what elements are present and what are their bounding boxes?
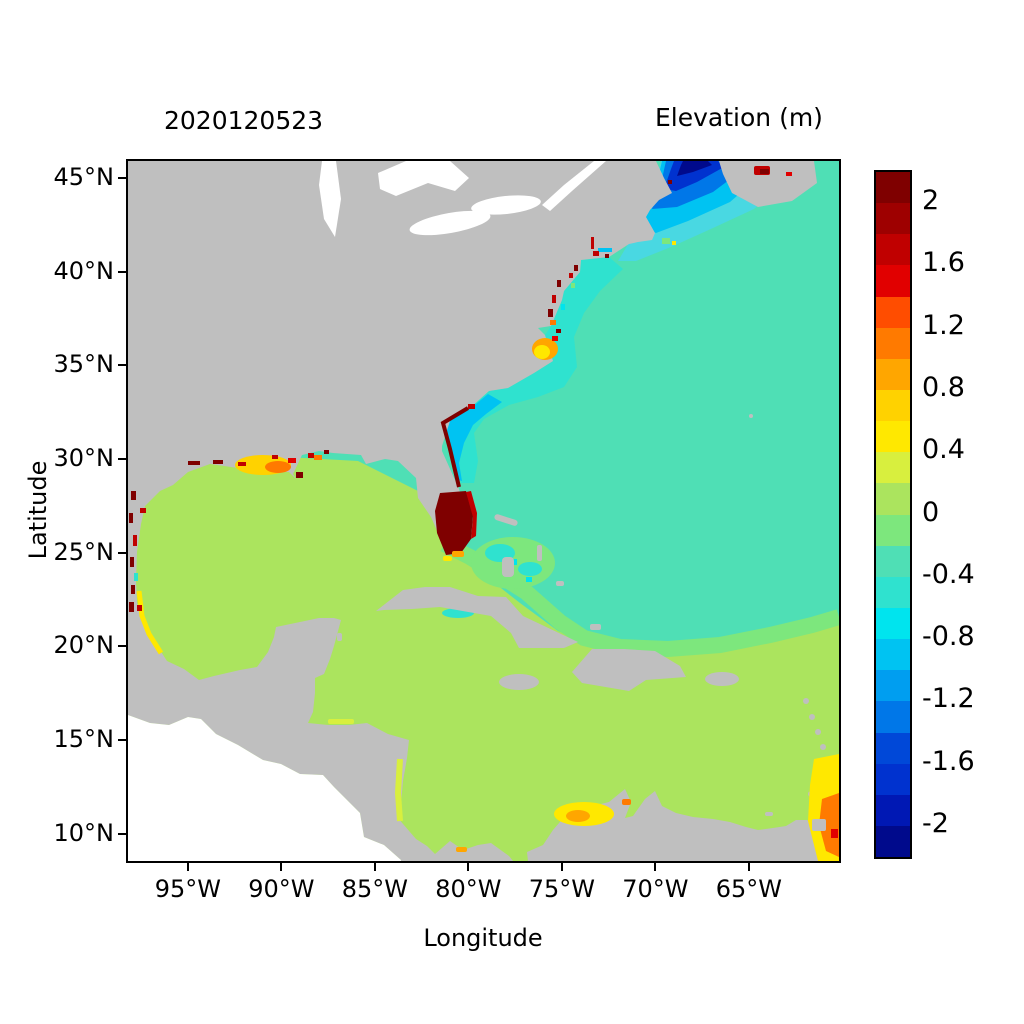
y-tick-label: 20°N — [53, 631, 115, 660]
elevation-map — [128, 161, 839, 861]
colorbar-band — [876, 483, 910, 515]
colorbar-band — [876, 794, 910, 826]
x-tick-label: 95°W — [154, 875, 221, 903]
colorbar-band — [876, 701, 910, 733]
hispaniola — [572, 649, 686, 691]
y-tick-label: 40°N — [53, 256, 115, 285]
anomaly-layer — [129, 166, 839, 861]
chart-title: Elevation (m) — [655, 103, 823, 132]
colorbar-tick-label: 2 — [922, 185, 940, 217]
y-tick-mark — [118, 645, 126, 648]
y-tick-label: 10°N — [53, 818, 115, 847]
bay-of-fundy-deep — [664, 161, 724, 191]
bermuda — [749, 414, 753, 418]
st-lawrence-river — [542, 161, 606, 211]
colorbar-tick-label: -0.8 — [922, 621, 975, 653]
georgia-bight-band — [445, 394, 502, 481]
run-timestamp: 2020120523 — [164, 106, 324, 135]
x-tick-label: 70°W — [622, 875, 689, 903]
grand-bahama — [494, 514, 518, 526]
colorbar-band — [876, 825, 910, 858]
colorbar-tick-label: 0.4 — [922, 434, 965, 466]
y-tick-mark — [118, 176, 126, 179]
colorbar-band — [876, 389, 910, 422]
colorbar-tick-label: -2 — [922, 807, 949, 839]
florida-hotspot — [435, 491, 473, 555]
jamaica — [499, 674, 539, 690]
y-tick-mark — [118, 738, 126, 741]
andros — [502, 557, 514, 577]
colorbar-band — [876, 576, 910, 608]
lake-huron — [378, 161, 469, 196]
east-coast-shelf-band — [443, 257, 623, 483]
colorbar-tick-label: 1.2 — [922, 309, 965, 341]
colorbar-band — [876, 545, 910, 577]
colorbar-band — [876, 763, 910, 795]
bay-of-fundy-core — [677, 161, 712, 176]
x-tick-mark — [280, 863, 283, 871]
y-tick-label: 15°N — [53, 724, 115, 753]
colorbar-bands — [876, 172, 910, 858]
colorbar-band — [876, 670, 910, 702]
cozumel — [337, 633, 342, 641]
lake-ontario — [471, 195, 541, 215]
colorbar-tick-label: 1.6 — [922, 247, 965, 279]
colorbar-band — [876, 234, 910, 266]
x-axis-title: Longitude — [423, 924, 543, 952]
nova-scotia — [719, 161, 817, 207]
lake-erie — [409, 210, 491, 236]
colorbar-band — [876, 172, 910, 204]
colorbar-tick-label: -0.4 — [922, 558, 975, 590]
y-tick-label: 35°N — [53, 350, 115, 379]
colorbar-band — [876, 452, 910, 484]
puerto-rico — [705, 672, 739, 686]
colorbar-band — [876, 203, 910, 235]
y-tick-label: 45°N — [53, 162, 115, 191]
trinidad — [812, 819, 826, 831]
colorbar-band — [876, 732, 910, 764]
x-tick-label: 75°W — [528, 875, 595, 903]
veracruz-coast-strip — [136, 590, 164, 655]
y-tick-label: 25°N — [53, 537, 115, 566]
colorbar-band — [876, 639, 910, 671]
cuba — [376, 587, 578, 648]
x-tick-mark — [747, 863, 750, 871]
y-tick-label: 30°N — [53, 443, 115, 472]
x-tick-label: 80°W — [435, 875, 502, 903]
x-tick-label: 90°W — [248, 875, 315, 903]
colorbar-tick-label: 0 — [922, 496, 940, 528]
y-tick-mark — [118, 457, 126, 460]
x-tick-mark — [467, 863, 470, 871]
x-tick-mark — [654, 863, 657, 871]
colorbar — [874, 170, 912, 859]
colorbar-band — [876, 327, 910, 359]
pacific-out-of-domain — [128, 715, 401, 861]
colorbar-tick-label: -1.2 — [922, 683, 975, 715]
out-of-domain-layer — [128, 161, 606, 861]
colorbar-band — [876, 514, 910, 546]
y-tick-mark — [118, 551, 126, 554]
x-tick-mark — [186, 863, 189, 871]
colorbar-band — [876, 265, 910, 297]
plot-area — [126, 159, 841, 863]
y-tick-mark — [118, 364, 126, 367]
colorbar-band — [876, 358, 910, 390]
y-tick-mark — [118, 270, 126, 273]
y-tick-mark — [118, 832, 126, 835]
colorbar-tick-label: -1.6 — [922, 745, 975, 777]
x-tick-mark — [560, 863, 563, 871]
x-tick-mark — [373, 863, 376, 871]
georgia-coast-strip — [440, 406, 470, 488]
colorbar-band — [876, 421, 910, 453]
colorbar-band — [876, 296, 910, 328]
x-tick-label: 65°W — [715, 875, 782, 903]
x-tick-label: 85°W — [341, 875, 408, 903]
margarita — [765, 812, 773, 816]
colorbar-tick-label: 0.8 — [922, 371, 965, 403]
colorbar-band — [876, 607, 910, 640]
lake-michigan — [319, 161, 341, 237]
north-america-landmass — [128, 161, 672, 861]
